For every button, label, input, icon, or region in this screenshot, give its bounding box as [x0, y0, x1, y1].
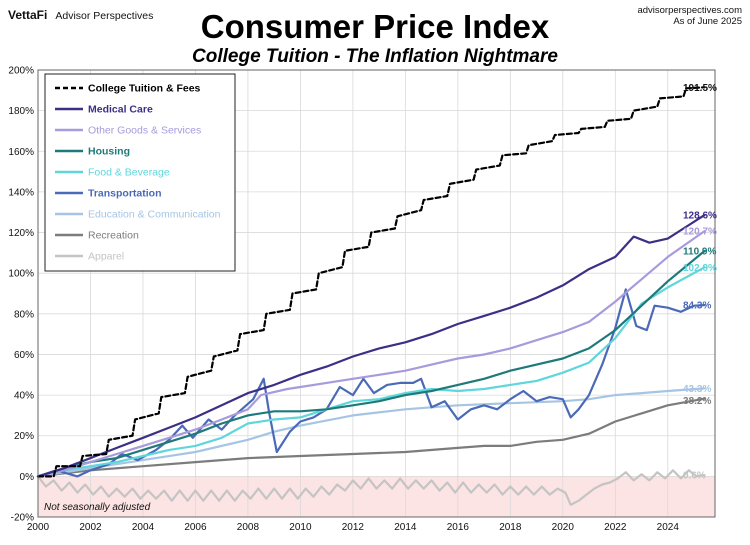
brand-sub: Advisor Perspectives	[55, 10, 154, 22]
note-not-seasonally-adjusted: Not seasonally adjusted	[44, 502, 151, 513]
end-label-food-and-beverage: 102.9%	[683, 263, 717, 274]
end-label-transportation: 84.3%	[683, 301, 711, 312]
y-tick-label: 140%	[8, 187, 34, 198]
legend: College Tuition & Fees Medical Care Other …	[44, 73, 236, 272]
plot-frame	[37, 69, 716, 518]
y-tick-label: 40%	[14, 391, 34, 402]
y-tick-label: -20%	[11, 513, 34, 524]
legend-label-medical-care: Medical Care	[88, 104, 153, 116]
chart-title: Consumer Price Index	[200, 8, 550, 45]
series-line-transportation	[36, 288, 706, 478]
x-tick-label: 2022	[604, 522, 627, 533]
y-tick-label: 160%	[8, 147, 34, 158]
end-label-other-goods-and-services: 120.7%	[683, 227, 717, 238]
end-labels: 191.5% 128.6% 120.7% 110.9% 102.9% 84.3% 43.3%…	[683, 83, 717, 482]
y-tick-label: 180%	[8, 106, 34, 117]
series-line-recreation	[36, 397, 706, 478]
legend-label-apparel: Apparel	[88, 251, 124, 263]
series-line-apparel	[36, 469, 706, 506]
brand: VettaFi Advisor Perspectives	[8, 8, 153, 22]
y-tick-label: 200%	[8, 66, 34, 77]
legend-label-education-and-communication: Education & Communication	[88, 209, 221, 221]
x-tick-label: 2018	[499, 522, 522, 533]
y-tick-label: 0%	[20, 472, 35, 483]
x-tick-label: 2004	[132, 522, 155, 533]
series-line-food-and-beverage	[36, 266, 706, 478]
series-line-medical-care	[36, 214, 706, 478]
legend-label-college-tuition-and-fees: College Tuition & Fees	[88, 83, 201, 95]
end-label-housing: 110.9%	[683, 247, 716, 258]
y-tick-label: 100%	[8, 269, 34, 280]
legend-label-other-goods-and-services: Other Goods & Services	[88, 125, 201, 137]
x-tick-label: 2016	[447, 522, 470, 533]
x-tick-label: 2012	[342, 522, 365, 533]
x-tick-label: 2000	[27, 522, 50, 533]
negative-band	[38, 476, 715, 517]
series-line-college-tuition-and-fees	[36, 86, 706, 478]
end-label-college-tuition-and-fees: 191.5%	[683, 83, 717, 94]
axis-ticks: -20% 0% 20% 40% 60% 80% 100% 120% 140% 160% 180% 20…	[8, 66, 679, 534]
chart-subtitle: College Tuition - The Inflation Nightmar…	[192, 46, 558, 67]
x-tick-label: 2010	[289, 522, 312, 533]
brand-logo: VettaFi	[8, 8, 48, 22]
end-label-medical-care: 128.6%	[683, 211, 717, 222]
end-label-apparel: 0.6%	[683, 471, 706, 482]
series-layer	[36, 86, 706, 506]
legend-label-recreation: Recreation	[88, 230, 139, 242]
y-tick-label: 80%	[14, 309, 34, 320]
legend-label-housing: Housing	[88, 146, 130, 158]
x-tick-label: 2014	[394, 522, 417, 533]
end-label-recreation: 38.2%	[683, 396, 711, 407]
legend-label-food-and-beverage: Food & Beverage	[88, 167, 170, 179]
legend-label-transportation: Transportation	[88, 188, 162, 200]
x-tick-label: 2008	[237, 522, 260, 533]
source-date: As of June 2025	[673, 16, 742, 27]
y-tick-label: 120%	[8, 228, 34, 239]
series-line-other-goods-and-services	[36, 230, 706, 478]
series-line-education-and-communication	[36, 387, 706, 478]
source-site: advisorperspectives.com	[637, 5, 742, 16]
x-tick-label: 2006	[184, 522, 207, 533]
series-line-housing	[36, 249, 706, 478]
y-tick-label: 60%	[14, 350, 34, 361]
end-label-education-and-communication: 43.3%	[683, 384, 711, 395]
source-info: advisorperspectives.com As of June 2025	[637, 5, 742, 27]
y-tick-label: 20%	[14, 431, 34, 442]
x-tick-label: 2020	[552, 522, 575, 533]
x-tick-label: 2024	[657, 522, 680, 533]
x-tick-label: 2002	[79, 522, 102, 533]
